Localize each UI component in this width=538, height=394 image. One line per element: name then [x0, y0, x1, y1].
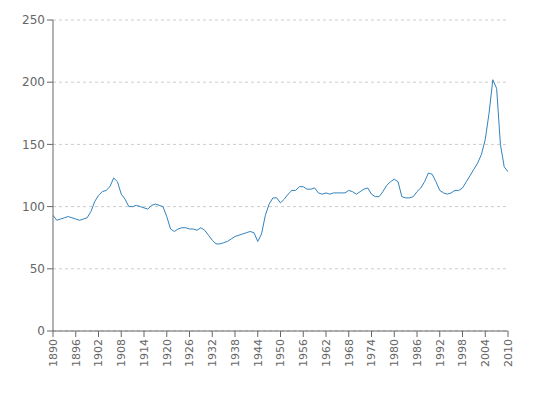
svg-text:1926: 1926: [183, 339, 196, 367]
svg-text:50: 50: [30, 262, 45, 276]
svg-text:1998: 1998: [456, 339, 469, 367]
svg-text:1938: 1938: [229, 339, 242, 367]
svg-text:1890: 1890: [47, 339, 60, 367]
svg-text:1896: 1896: [70, 339, 83, 367]
svg-text:1950: 1950: [274, 339, 287, 367]
svg-text:1974: 1974: [365, 339, 378, 367]
svg-text:1914: 1914: [138, 339, 151, 367]
svg-text:150: 150: [22, 138, 45, 152]
svg-text:1920: 1920: [161, 339, 174, 367]
svg-text:2010: 2010: [502, 339, 515, 367]
svg-text:1902: 1902: [92, 339, 105, 367]
svg-text:1908: 1908: [115, 339, 128, 367]
svg-text:1944: 1944: [252, 339, 265, 367]
svg-text:1932: 1932: [206, 339, 219, 367]
svg-text:1956: 1956: [297, 339, 310, 367]
svg-text:2004: 2004: [479, 339, 492, 367]
svg-text:1962: 1962: [320, 339, 333, 367]
svg-text:100: 100: [22, 200, 45, 214]
svg-text:1968: 1968: [343, 339, 356, 367]
svg-text:1980: 1980: [388, 339, 401, 367]
svg-text:0: 0: [37, 324, 45, 338]
svg-text:1986: 1986: [411, 339, 424, 367]
svg-text:1992: 1992: [434, 339, 447, 367]
svg-text:200: 200: [22, 75, 45, 89]
svg-text:250: 250: [22, 13, 45, 27]
